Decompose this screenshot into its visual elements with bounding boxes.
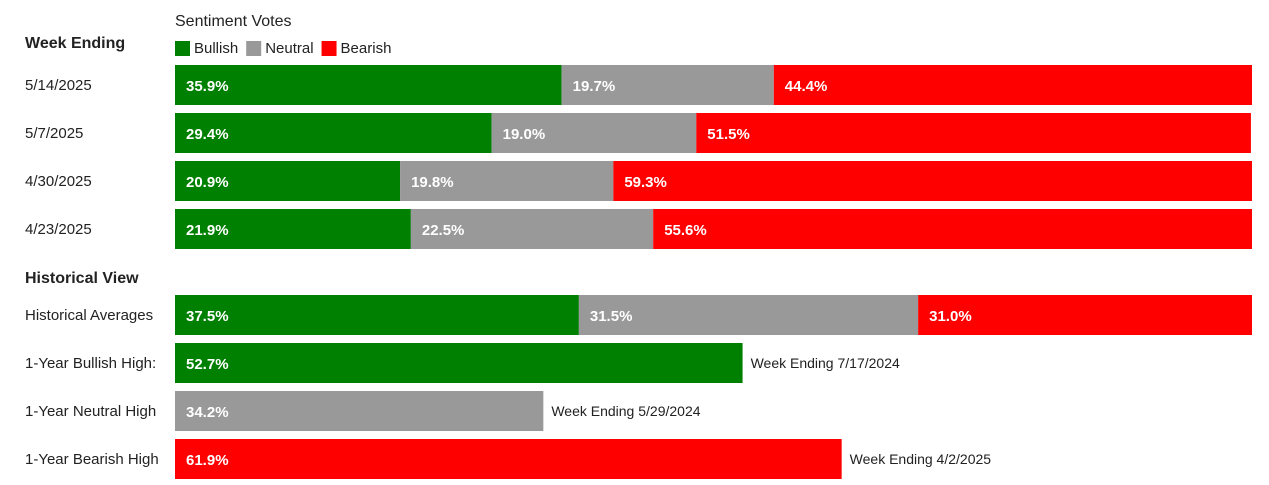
week-row-4-23-2025-value-neutral: 22.5%	[422, 222, 465, 239]
hist-row-historical-averages-bar-bullish	[175, 295, 579, 335]
legend: Bullish Neutral Bearish	[175, 40, 391, 57]
week-row-5-14-2025-value-neutral: 19.7%	[573, 78, 616, 95]
week-row-5-14-2025-value-bullish: 35.9%	[186, 78, 229, 95]
legend-label-bearish: Bearish	[341, 40, 392, 57]
week-row-4-23-2025-bar-neutral	[410, 209, 654, 249]
hist-row-1-year-bearish-high-bar	[175, 439, 842, 479]
week-row-5-14-2025-value-bearish: 44.4%	[785, 78, 828, 95]
week-row-4-30-2025-bar-bearish	[613, 161, 1252, 201]
week-row-5-14-2025-bar-bearish	[773, 65, 1252, 105]
week-row-5-7-2025-value-neutral: 19.0%	[503, 126, 546, 143]
week-row-5-7-2025-value-bullish: 29.4%	[186, 126, 229, 143]
legend-label-neutral: Neutral	[265, 40, 313, 57]
weekly-rows: 5/14/2025 35.9% 19.7% 44.4% 5/7/2025 29.4% 19.…	[25, 65, 1252, 249]
hist-row-1-year-neutral-high-bar	[175, 391, 544, 431]
historical-view-heading: Historical View	[25, 270, 139, 287]
week-row-4-30-2025-value-bearish: 59.3%	[624, 174, 667, 191]
week-row-4-30-2025-bar-bullish	[175, 161, 401, 201]
hist-row-1-year-bullish-high-label: 1-Year Bullish High:	[25, 355, 156, 372]
historical-rows: Historical Averages 37.5% 31.5% 31.0% 1-Year…	[25, 295, 1252, 479]
hist-row-1-year-neutral-high-label: 1-Year Neutral High	[25, 403, 156, 420]
hist-row-1-year-bullish-high-bar	[175, 343, 743, 383]
week-row-5-7-2025-bar-neutral	[491, 113, 697, 153]
hist-row-historical-averages-label: Historical Averages	[25, 307, 153, 324]
hist-row-1-year-bullish-high-value: 52.7%	[186, 356, 229, 373]
hist-row-1-year-neutral-high-value: 34.2%	[186, 404, 229, 421]
legend-swatch-bearish	[321, 41, 337, 56]
legend-swatch-neutral	[246, 41, 262, 56]
week-row-4-30-2025-bar-neutral	[400, 161, 614, 201]
legend-swatch-bullish	[175, 41, 190, 56]
week-row-4-30-2025-label: 4/30/2025	[25, 173, 92, 190]
hist-row-historical-averages-value-neutral: 31.5%	[590, 308, 633, 325]
week-row-5-14-2025-bar-bullish	[175, 65, 562, 105]
week-row-5-7-2025-bar-bullish	[175, 113, 492, 153]
hist-row-historical-averages-bar-bearish	[918, 295, 1252, 335]
legend-label-bullish: Bullish	[194, 40, 238, 57]
week-row-4-23-2025-value-bullish: 21.9%	[186, 222, 229, 239]
week-row-4-30-2025-value-neutral: 19.8%	[411, 174, 454, 191]
week-row-5-7-2025-value-bearish: 51.5%	[707, 126, 750, 143]
hist-row-historical-averages-value-bullish: 37.5%	[186, 308, 229, 325]
hist-row-historical-averages-bar-neutral	[578, 295, 919, 335]
week-row-5-14-2025-label: 5/14/2025	[25, 77, 92, 94]
hist-row-1-year-bearish-high-note: Week Ending 4/2/2025	[850, 451, 992, 467]
hist-row-1-year-bullish-high-note: Week Ending 7/17/2024	[751, 355, 900, 371]
week-row-4-30-2025-value-bullish: 20.9%	[186, 174, 229, 191]
week-row-4-23-2025-bar-bullish	[175, 209, 411, 249]
week-row-5-7-2025-label: 5/7/2025	[25, 125, 83, 142]
week-row-5-7-2025-bar-bearish	[696, 113, 1251, 153]
week-row-5-14-2025-bar-neutral	[561, 65, 774, 105]
week-row-4-23-2025-label: 4/23/2025	[25, 221, 92, 238]
hist-row-1-year-bearish-high-value: 61.9%	[186, 452, 229, 469]
legend-title: Sentiment Votes	[175, 13, 292, 30]
week-row-4-23-2025-value-bearish: 55.6%	[664, 222, 707, 239]
week-ending-heading: Week Ending	[25, 35, 125, 52]
hist-row-historical-averages-value-bearish: 31.0%	[929, 308, 972, 325]
week-row-4-23-2025-bar-bearish	[653, 209, 1252, 249]
hist-row-1-year-neutral-high-note: Week Ending 5/29/2024	[551, 403, 700, 419]
hist-row-1-year-bearish-high-label: 1-Year Bearish High	[25, 451, 159, 468]
